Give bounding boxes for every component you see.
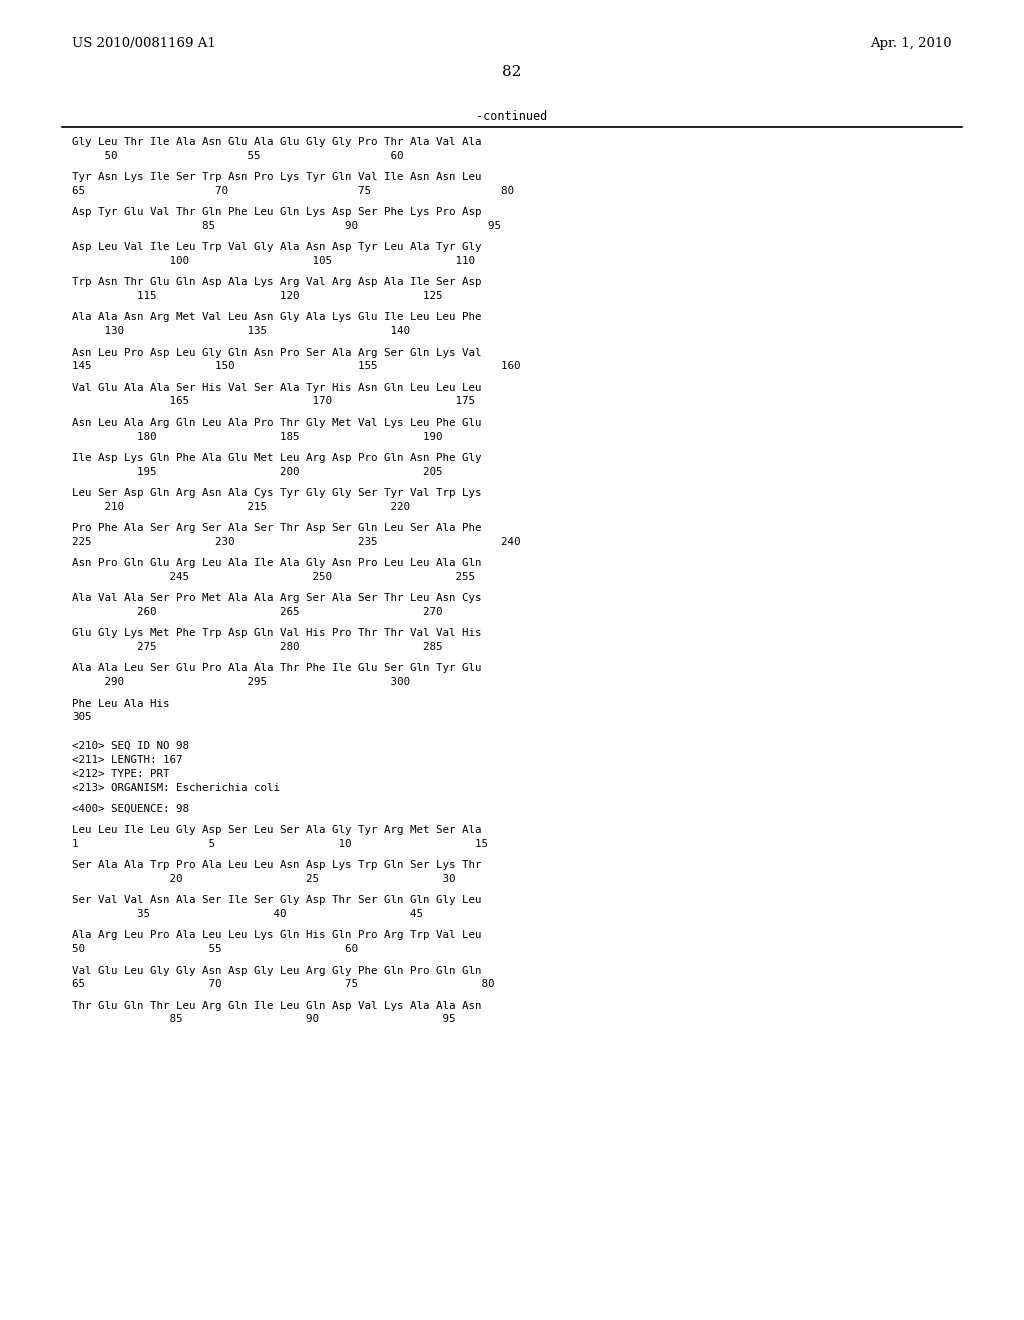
Text: Apr. 1, 2010: Apr. 1, 2010 [870,37,952,50]
Text: Ala Arg Leu Pro Ala Leu Leu Lys Gln His Gln Pro Arg Trp Val Leu: Ala Arg Leu Pro Ala Leu Leu Lys Gln His … [72,931,481,940]
Text: <400> SEQUENCE: 98: <400> SEQUENCE: 98 [72,804,189,814]
Text: 210                   215                   220: 210 215 220 [72,502,410,512]
Text: Asp Tyr Glu Val Thr Gln Phe Leu Gln Lys Asp Ser Phe Lys Pro Asp: Asp Tyr Glu Val Thr Gln Phe Leu Gln Lys … [72,207,481,218]
Text: 65                    70                    75                    80: 65 70 75 80 [72,186,514,195]
Text: Val Glu Leu Gly Gly Asn Asp Gly Leu Arg Gly Phe Gln Pro Gln Gln: Val Glu Leu Gly Gly Asn Asp Gly Leu Arg … [72,966,481,975]
Text: <210> SEQ ID NO 98: <210> SEQ ID NO 98 [72,742,189,751]
Text: 82: 82 [503,65,521,79]
Text: 290                   295                   300: 290 295 300 [72,677,410,688]
Text: Tyr Asn Lys Ile Ser Trp Asn Pro Lys Tyr Gln Val Ile Asn Asn Leu: Tyr Asn Lys Ile Ser Trp Asn Pro Lys Tyr … [72,172,481,182]
Text: Phe Leu Ala His: Phe Leu Ala His [72,698,170,709]
Text: Ala Ala Leu Ser Glu Pro Ala Ala Thr Phe Ile Glu Ser Gln Tyr Glu: Ala Ala Leu Ser Glu Pro Ala Ala Thr Phe … [72,664,481,673]
Text: Ser Ala Ala Trp Pro Ala Leu Leu Asn Asp Lys Trp Gln Ser Lys Thr: Ser Ala Ala Trp Pro Ala Leu Leu Asn Asp … [72,861,481,870]
Text: Ala Val Ala Ser Pro Met Ala Ala Arg Ser Ala Ser Thr Leu Asn Cys: Ala Val Ala Ser Pro Met Ala Ala Arg Ser … [72,593,481,603]
Text: 145                   150                   155                   160: 145 150 155 160 [72,362,520,371]
Text: 305: 305 [72,713,91,722]
Text: Val Glu Ala Ala Ser His Val Ser Ala Tyr His Asn Gln Leu Leu Leu: Val Glu Ala Ala Ser His Val Ser Ala Tyr … [72,383,481,392]
Text: Leu Ser Asp Gln Arg Asn Ala Cys Tyr Gly Gly Ser Tyr Val Trp Lys: Leu Ser Asp Gln Arg Asn Ala Cys Tyr Gly … [72,488,481,498]
Text: Ala Ala Asn Arg Met Val Leu Asn Gly Ala Lys Glu Ile Leu Leu Phe: Ala Ala Asn Arg Met Val Leu Asn Gly Ala … [72,313,481,322]
Text: 85                    90                    95: 85 90 95 [72,220,501,231]
Text: 195                   200                   205: 195 200 205 [72,467,442,477]
Text: 65                   70                   75                   80: 65 70 75 80 [72,979,495,990]
Text: 35                   40                   45: 35 40 45 [72,909,423,919]
Text: 130                   135                   140: 130 135 140 [72,326,410,337]
Text: 85                   90                   95: 85 90 95 [72,1015,456,1024]
Text: Asn Leu Ala Arg Gln Leu Ala Pro Thr Gly Met Val Lys Leu Phe Glu: Asn Leu Ala Arg Gln Leu Ala Pro Thr Gly … [72,418,481,428]
Text: <212> TYPE: PRT: <212> TYPE: PRT [72,768,170,779]
Text: Asp Leu Val Ile Leu Trp Val Gly Ala Asn Asp Tyr Leu Ala Tyr Gly: Asp Leu Val Ile Leu Trp Val Gly Ala Asn … [72,243,481,252]
Text: Ser Val Val Asn Ala Ser Ile Ser Gly Asp Thr Ser Gln Gln Gly Leu: Ser Val Val Asn Ala Ser Ile Ser Gly Asp … [72,895,481,906]
Text: Asn Pro Gln Glu Arg Leu Ala Ile Ala Gly Asn Pro Leu Leu Ala Gln: Asn Pro Gln Glu Arg Leu Ala Ile Ala Gly … [72,558,481,568]
Text: Trp Asn Thr Glu Gln Asp Ala Lys Arg Val Arg Asp Ala Ile Ser Asp: Trp Asn Thr Glu Gln Asp Ala Lys Arg Val … [72,277,481,288]
Text: 165                   170                   175: 165 170 175 [72,396,475,407]
Text: US 2010/0081169 A1: US 2010/0081169 A1 [72,37,216,50]
Text: Ile Asp Lys Gln Phe Ala Glu Met Leu Arg Asp Pro Gln Asn Phe Gly: Ile Asp Lys Gln Phe Ala Glu Met Leu Arg … [72,453,481,463]
Text: <211> LENGTH: 167: <211> LENGTH: 167 [72,755,182,766]
Text: 260                   265                   270: 260 265 270 [72,607,442,616]
Text: <213> ORGANISM: Escherichia coli: <213> ORGANISM: Escherichia coli [72,783,280,792]
Text: Thr Glu Gln Thr Leu Arg Gln Ile Leu Gln Asp Val Lys Ala Ala Asn: Thr Glu Gln Thr Leu Arg Gln Ile Leu Gln … [72,1001,481,1011]
Text: 1                    5                   10                   15: 1 5 10 15 [72,840,488,849]
Text: 50                   55                   60: 50 55 60 [72,944,358,954]
Text: Asn Leu Pro Asp Leu Gly Gln Asn Pro Ser Ala Arg Ser Gln Lys Val: Asn Leu Pro Asp Leu Gly Gln Asn Pro Ser … [72,347,481,358]
Text: Pro Phe Ala Ser Arg Ser Ala Ser Thr Asp Ser Gln Leu Ser Ala Phe: Pro Phe Ala Ser Arg Ser Ala Ser Thr Asp … [72,523,481,533]
Text: Glu Gly Lys Met Phe Trp Asp Gln Val His Pro Thr Thr Val Val His: Glu Gly Lys Met Phe Trp Asp Gln Val His … [72,628,481,639]
Text: -continued: -continued [476,110,548,123]
Text: 100                   105                   110: 100 105 110 [72,256,475,267]
Text: 50                    55                    60: 50 55 60 [72,150,403,161]
Text: 180                   185                   190: 180 185 190 [72,432,442,442]
Text: 115                   120                   125: 115 120 125 [72,292,442,301]
Text: 245                   250                   255: 245 250 255 [72,572,475,582]
Text: 275                   280                   285: 275 280 285 [72,643,442,652]
Text: Gly Leu Thr Ile Ala Asn Glu Ala Glu Gly Gly Pro Thr Ala Val Ala: Gly Leu Thr Ile Ala Asn Glu Ala Glu Gly … [72,137,481,147]
Text: 20                   25                   30: 20 25 30 [72,874,456,884]
Text: 225                   230                   235                   240: 225 230 235 240 [72,537,520,546]
Text: Leu Leu Ile Leu Gly Asp Ser Leu Ser Ala Gly Tyr Arg Met Ser Ala: Leu Leu Ile Leu Gly Asp Ser Leu Ser Ala … [72,825,481,836]
